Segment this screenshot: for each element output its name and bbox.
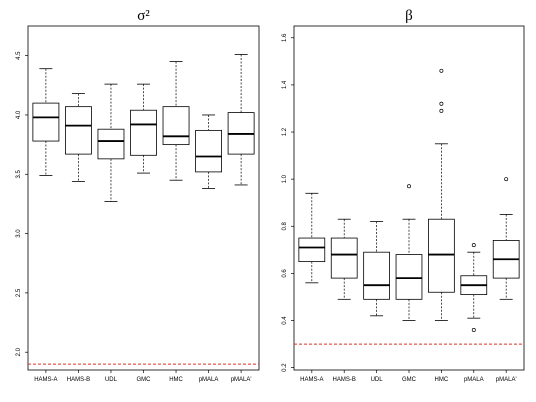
box-pmala [460,243,488,332]
box-pmala- [492,177,520,300]
iqr-box [395,254,423,300]
outlier-point [439,108,444,113]
plot-frame [27,25,260,371]
y-tick-label: 3.5 [16,169,22,178]
box-pmala [195,114,222,189]
box-hmc [162,61,190,181]
x-tick-label: pMALA' [496,377,517,383]
x-tick-label: HAMS-B [67,377,90,383]
panel-sigma-squared: σ² 2.0 2.5 3.0 3.5 4.0 4.5 HAMS-A HAMS-B UDL GMC HM… [16,8,260,383]
x-tick-label: pMALA' [231,377,252,383]
y-tick-label: 0.2 [282,363,288,372]
outlier-point [504,177,509,182]
y-tick-label: 2.5 [16,288,22,297]
box-udl [97,83,125,202]
y-tick-label: 0.6 [282,269,288,278]
iqr-box [298,237,326,263]
box-hmc [428,68,455,321]
box-hams-a [298,192,326,284]
x-tick-label: UDL [371,377,384,383]
x-tick-label: GMC [402,377,417,383]
x-tick-label: HMC [169,377,183,383]
x-tick-label: GMC [137,377,152,383]
y-tick-label: 1.4 [282,80,288,89]
iqr-box [363,251,390,300]
outlier-point [471,243,476,248]
iqr-box [65,106,92,155]
y-tick-label: 2.0 [16,347,22,356]
panel-title: β [405,8,413,24]
iqr-box [195,129,222,173]
x-tick-label: pMALA [199,377,219,383]
iqr-box [330,237,358,279]
y-tick-label: 0.4 [282,316,288,325]
box-hams-b [330,218,358,300]
outlier-point [471,327,476,332]
x-tick-label: HMC [435,377,449,383]
y-tick-label: 4.5 [16,51,22,60]
x-tick-label: HAMS-A [34,377,57,383]
iqr-box [32,102,60,142]
box-gmc [395,184,423,321]
x-tick-label: UDL [105,377,118,383]
x-tick-label: HAMS-B [333,377,356,383]
iqr-box [97,128,125,160]
iqr-box [428,218,455,293]
y-tick-label: 4.0 [16,110,22,119]
y-tick-label: 3.0 [16,229,22,238]
box-hams-b [65,93,92,182]
iqr-box [162,106,190,146]
y-tick-label: 1.2 [282,127,288,136]
panel-title: σ² [137,8,150,24]
panel-beta: β 0.2 0.4 0.6 0.8 1.0 1.2 1.4 1.6 HAMS-A HAMS-B UDL… [282,8,525,383]
x-tick-label: HAMS-A [300,377,323,383]
box-udl [363,221,390,317]
outlier-point [439,68,444,73]
outlier-point [439,101,444,106]
box-hams-a [32,68,60,176]
box-gmc [130,83,157,174]
outlier-point [407,184,411,189]
y-tick-label: 1.0 [282,174,288,183]
y-tick-label: 1.6 [282,33,288,42]
box-pmala- [227,54,255,186]
y-tick-label: 0.8 [282,221,288,230]
x-tick-label: pMALA [464,377,484,383]
iqr-box [130,109,157,156]
